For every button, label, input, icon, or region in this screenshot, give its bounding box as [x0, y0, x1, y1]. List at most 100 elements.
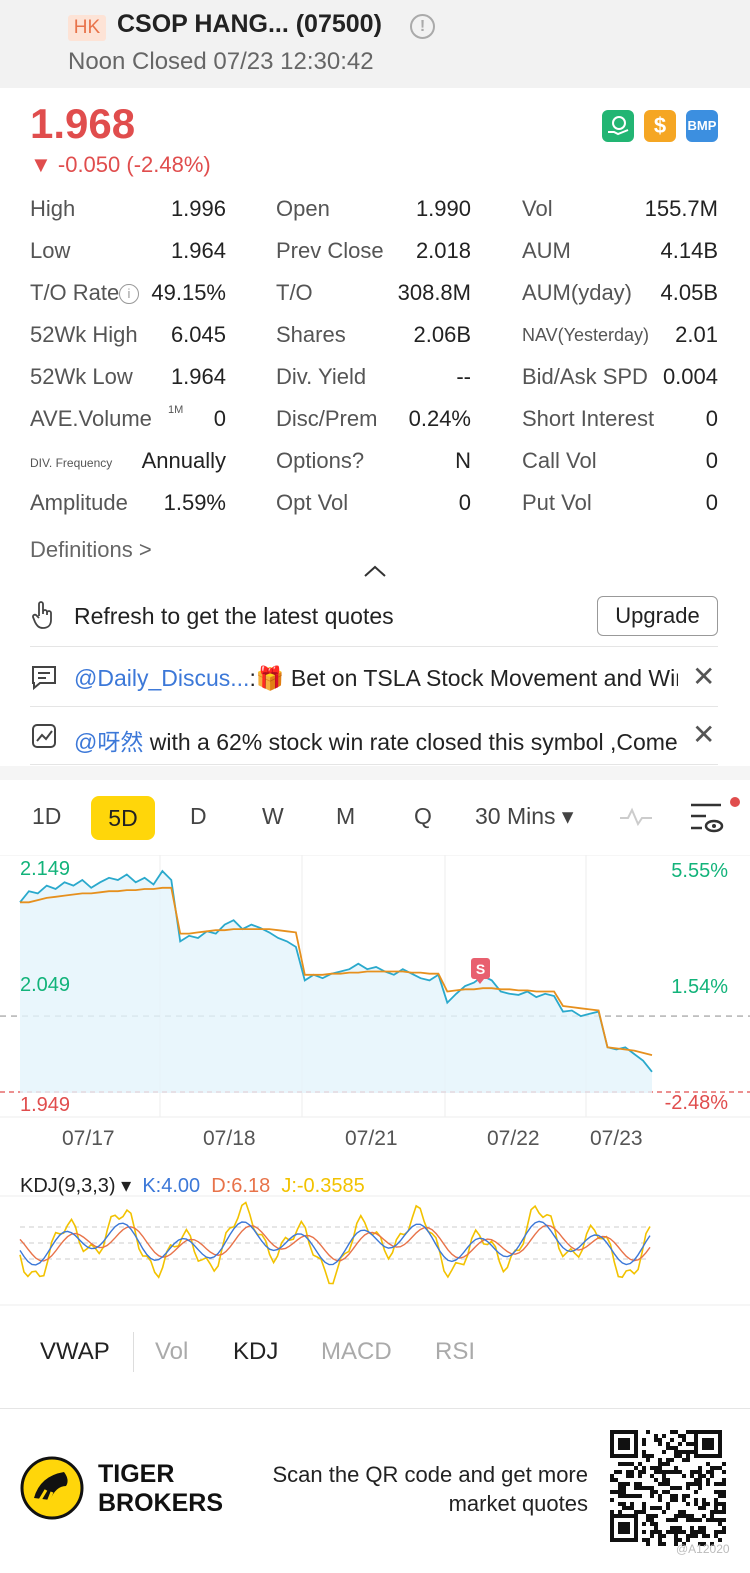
qr-module	[666, 1482, 670, 1486]
qr-module	[674, 1542, 678, 1546]
price-chart[interactable]: S	[0, 855, 750, 1120]
money-hand-icon[interactable]	[602, 110, 634, 142]
tab-q[interactable]: Q	[414, 803, 432, 829]
definitions-link[interactable]: Definitions >	[30, 537, 152, 562]
close-icon[interactable]: ✕	[692, 661, 716, 692]
qr-module	[662, 1478, 666, 1482]
tab-m[interactable]: M	[336, 803, 356, 829]
stat-label: DIV. Frequency	[30, 456, 113, 470]
qr-module	[690, 1514, 694, 1518]
qr-module	[706, 1518, 710, 1522]
qr-module	[666, 1518, 670, 1522]
info-icon[interactable]: !	[410, 14, 435, 39]
qr-module	[638, 1494, 642, 1498]
info-icon[interactable]: i	[119, 284, 139, 304]
qr-module	[642, 1442, 646, 1446]
chevron-up-icon[interactable]	[363, 558, 387, 584]
message-handle[interactable]: @呀然	[74, 729, 144, 755]
stat-label: Low	[30, 238, 71, 263]
qr-module	[686, 1486, 690, 1490]
message-text: with a 62% stock win rate closed this sy…	[143, 729, 678, 755]
qr-module	[702, 1474, 706, 1478]
qr-module	[710, 1510, 714, 1514]
qr-finder	[618, 1438, 630, 1450]
qr-module	[678, 1442, 682, 1446]
qr-module	[654, 1530, 658, 1534]
qr-module	[722, 1478, 726, 1482]
close-icon[interactable]: ✕	[692, 719, 716, 750]
brand-line: TIGER	[98, 1460, 175, 1488]
qr-module	[702, 1534, 706, 1538]
kdj-chart[interactable]	[0, 1195, 750, 1307]
qr-module	[658, 1470, 662, 1474]
sparkline-icon[interactable]	[618, 806, 654, 833]
qr-module	[642, 1502, 646, 1506]
tab-w[interactable]: W	[262, 803, 284, 829]
qr-module	[722, 1494, 726, 1498]
qr-module	[670, 1470, 674, 1474]
tab-5d[interactable]: 5D	[91, 796, 155, 840]
stat-value: 0.004	[662, 364, 718, 389]
message-row-2[interactable]: @呀然 with a 62% stock win rate closed thi…	[74, 723, 678, 757]
qr-module	[710, 1514, 714, 1518]
kdj-j: J:-0.3585	[281, 1175, 365, 1197]
page-title[interactable]: CSOP HANG... (07500)	[117, 10, 382, 38]
indicator-tab-macd[interactable]: MACD	[321, 1338, 392, 1365]
qr-module	[718, 1538, 722, 1542]
market-status: Noon Closed 07/23 12:30:42	[68, 48, 374, 75]
qr-module	[650, 1454, 654, 1458]
qr-module	[722, 1506, 726, 1510]
tab-1d[interactable]: 1D	[32, 803, 62, 829]
stat-superscript: 1M	[168, 404, 184, 416]
qr-module	[658, 1466, 662, 1470]
upgrade-button[interactable]: Upgrade	[597, 596, 718, 636]
qr-module	[686, 1430, 690, 1434]
qr-module	[690, 1470, 694, 1474]
qr-module	[706, 1534, 710, 1538]
chart-settings-icon[interactable]	[688, 800, 724, 841]
qr-module	[698, 1526, 702, 1530]
qr-module	[690, 1482, 694, 1486]
price-line	[19, 869, 653, 1073]
qr-module	[706, 1478, 710, 1482]
qr-module	[666, 1530, 670, 1534]
kdj-name[interactable]: KDJ(9,3,3) ▾	[20, 1175, 132, 1197]
kdj-legend[interactable]: KDJ(9,3,3) ▾ K:4.00 D:6.18 J:-0.3585	[20, 1173, 365, 1198]
dollar-icon[interactable]: $	[644, 110, 676, 142]
top-header: HK CSOP HANG... (07500) ! Noon Closed 07…	[0, 0, 750, 88]
qr-module	[674, 1494, 678, 1498]
qr-module	[654, 1470, 658, 1474]
stat-label: T/O	[276, 280, 313, 305]
stat-label: 52Wk Low	[30, 364, 133, 389]
qr-module	[698, 1482, 702, 1486]
qr-module	[662, 1534, 666, 1538]
qr-module	[630, 1462, 634, 1466]
refresh-hint: Refresh to get the latest quotes	[74, 603, 394, 629]
qr-module	[678, 1514, 682, 1518]
indicator-tab-kdj[interactable]: KDJ	[233, 1338, 279, 1365]
stat-value: 49.15%	[151, 280, 226, 305]
bmp-badge[interactable]: BMP	[686, 110, 718, 142]
stat-value: 6.045	[170, 322, 226, 347]
indicator-tab-rsi[interactable]: RSI	[435, 1338, 476, 1365]
indicator-tab-vol[interactable]: Vol	[155, 1338, 189, 1365]
indicator-tab-vwap[interactable]: VWAP	[40, 1338, 110, 1365]
message-handle[interactable]: @Daily_Discus...	[74, 665, 250, 691]
qr-module	[666, 1442, 670, 1446]
qr-module	[686, 1518, 690, 1522]
stat-label: Open	[276, 196, 330, 221]
tab-d[interactable]: D	[190, 803, 207, 829]
stat-value: 1.990	[415, 196, 471, 221]
message-text: :🎁 Bet on TSLA Stock Movement and Win	[249, 665, 678, 691]
qr-module	[642, 1530, 646, 1534]
stat-value: N	[455, 448, 471, 473]
qr-module	[718, 1466, 722, 1470]
stat-label[interactable]: T/O Rate	[30, 280, 120, 305]
qr-module	[710, 1466, 714, 1470]
qr-module	[674, 1466, 678, 1470]
qr-module	[714, 1506, 718, 1510]
market-badge: HK	[68, 15, 106, 41]
message-row-1[interactable]: @Daily_Discus...:🎁 Bet on TSLA Stock Mov…	[74, 665, 678, 692]
qr-module	[674, 1526, 678, 1530]
interval-dropdown[interactable]: 30 Mins ▾	[475, 803, 574, 829]
